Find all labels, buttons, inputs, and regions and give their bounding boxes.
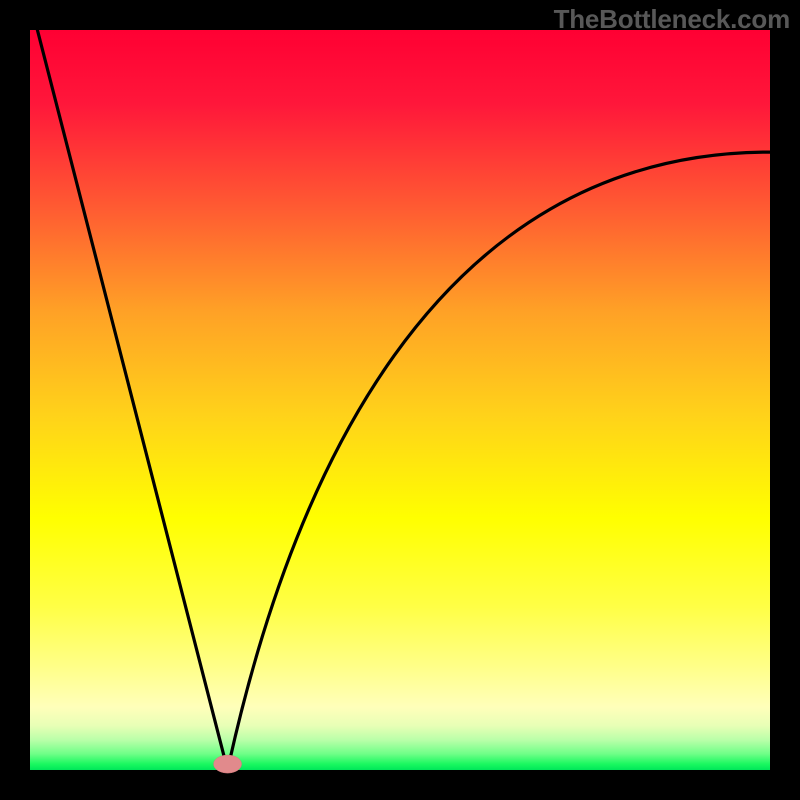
bottleneck-chart: TheBottleneck.com [0, 0, 800, 800]
watermark-text: TheBottleneck.com [554, 4, 790, 35]
plot-area [30, 30, 770, 770]
